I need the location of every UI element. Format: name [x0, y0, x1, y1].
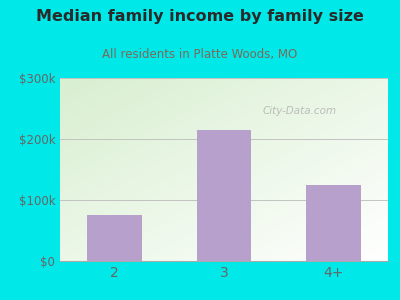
Bar: [306, 185, 361, 261]
Bar: [87, 215, 142, 261]
Text: City-Data.com: City-Data.com: [262, 106, 336, 116]
Bar: [197, 130, 251, 261]
Text: All residents in Platte Woods, MO: All residents in Platte Woods, MO: [102, 48, 298, 61]
Text: Median family income by family size: Median family income by family size: [36, 9, 364, 24]
